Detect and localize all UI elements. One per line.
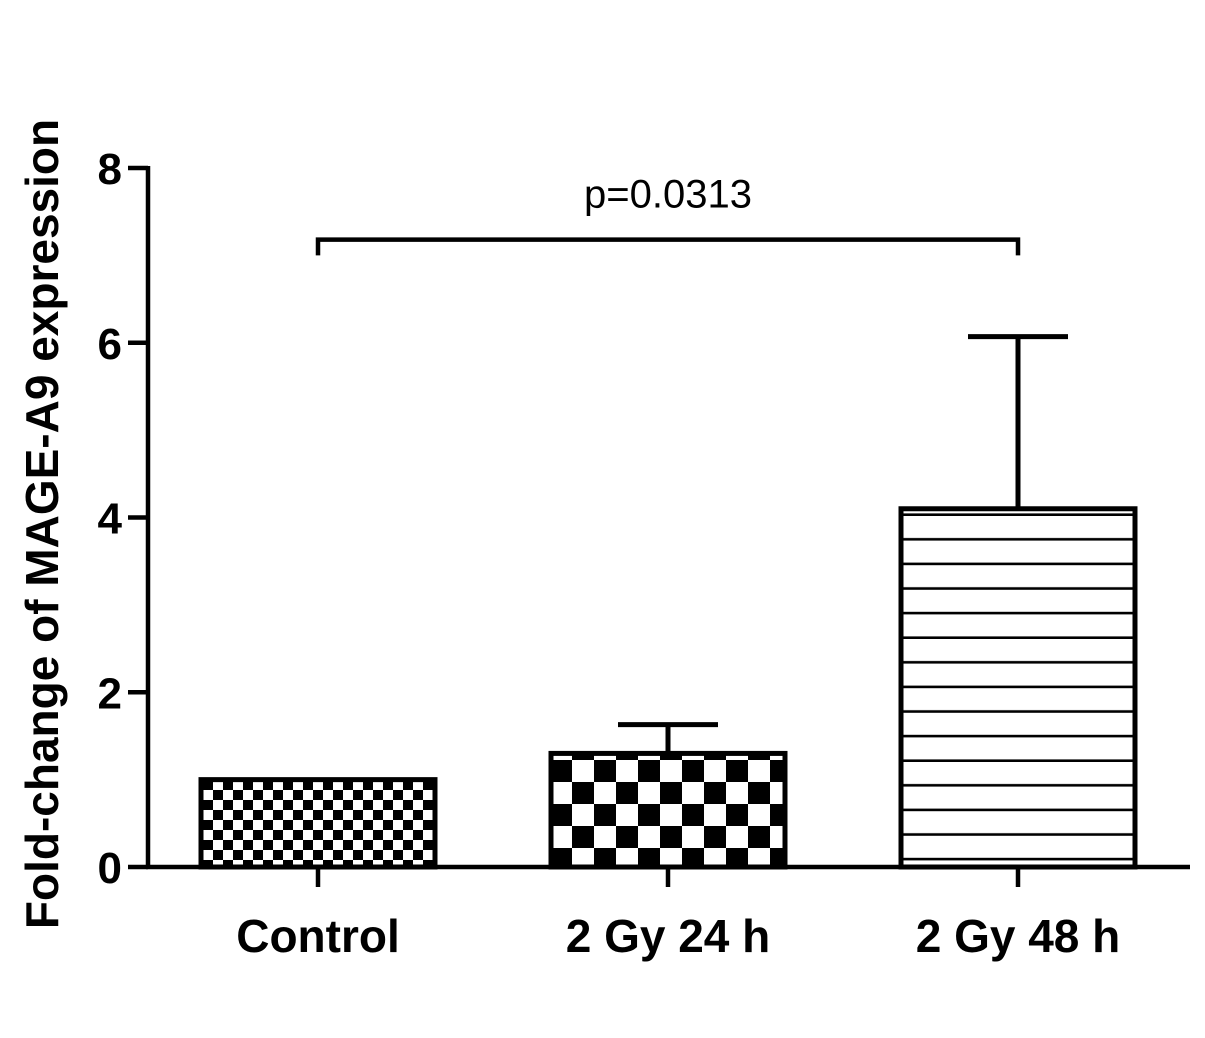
significance-bracket [315,237,1021,256]
bar-2 [548,750,788,870]
bar-1 [198,777,438,870]
bar-3 [898,506,1138,870]
p-value-label: p=0.0313 [584,173,752,217]
y-tick-label: 8 [98,145,122,194]
x-tick-label: 2 Gy 24 h [566,910,771,962]
y-tick-label: 6 [98,320,122,369]
y-tick-label: 4 [98,495,123,544]
significance-annotation: p=0.0313 [315,173,1021,256]
bars [198,506,1138,870]
x-tick-label: 2 Gy 48 h [916,910,1121,962]
x-axis: Control 2 Gy 24 h 2 Gy 48 h [146,864,1190,962]
y-axis-label: Fold-change of MAGE-A9 expression [16,119,68,929]
error-bars [618,334,1068,754]
y-axis: 0 2 4 6 8 [98,145,151,893]
y-tick-label: 0 [98,844,122,893]
y-tick-label: 2 [98,669,122,718]
x-tick-label: Control [236,910,400,962]
